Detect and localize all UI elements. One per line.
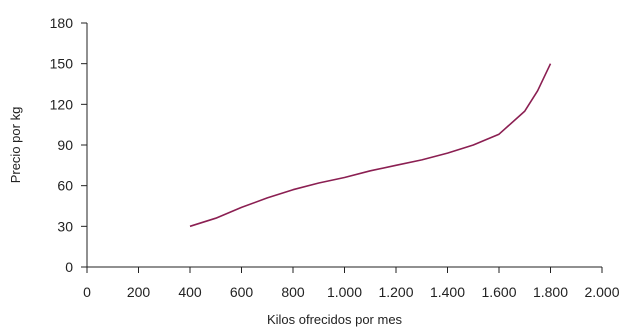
y-tick-label: 180 (50, 15, 74, 31)
y-axis: 0 30 60 90 120 150 180 (50, 15, 88, 275)
x-tick-label: 0 (83, 284, 91, 300)
x-axis-title: Kilos ofrecidos por mes (267, 312, 403, 327)
y-tick-label: 60 (57, 178, 73, 194)
x-tick-label: 1.600 (481, 284, 516, 300)
x-tick-label: 400 (178, 284, 202, 300)
y-tick-label: 0 (65, 259, 73, 275)
x-tick-label: 1.800 (533, 284, 568, 300)
y-tick-label: 150 (50, 56, 74, 72)
x-tick-label: 1.200 (378, 284, 413, 300)
x-tick-label: 600 (230, 284, 254, 300)
y-ticks: 0 30 60 90 120 150 180 (50, 15, 87, 275)
x-tick-label: 2.000 (584, 284, 619, 300)
x-tick-label: 1.000 (327, 284, 362, 300)
y-tick-label: 90 (57, 137, 73, 153)
series-line (189, 63, 552, 228)
y-axis-title: Precio por kg (8, 107, 23, 184)
y-tick-label: 120 (50, 96, 74, 112)
series-layer (189, 63, 552, 228)
x-axis: 0 200 400 600 800 1.000 1.200 1.400 1.600 1.800 2.… (83, 266, 620, 300)
x-tick-label: 800 (281, 284, 305, 300)
x-tick-label: 200 (127, 284, 151, 300)
x-ticks: 0 200 400 600 800 1.000 1.200 1.400 1.600 1.800 2.… (83, 267, 620, 300)
y-tick-label: 30 (57, 218, 73, 234)
x-tick-label: 1.400 (430, 284, 465, 300)
